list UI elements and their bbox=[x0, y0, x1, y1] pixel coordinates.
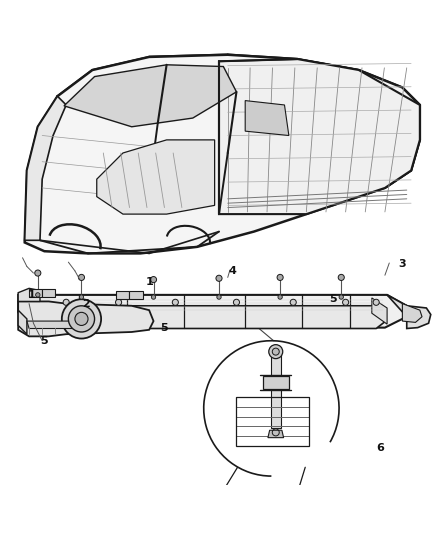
Text: 3: 3 bbox=[399, 260, 406, 269]
Circle shape bbox=[339, 295, 343, 299]
Circle shape bbox=[269, 345, 283, 359]
Circle shape bbox=[343, 299, 349, 305]
Polygon shape bbox=[42, 289, 55, 297]
Polygon shape bbox=[31, 297, 46, 324]
Polygon shape bbox=[219, 59, 420, 214]
Circle shape bbox=[68, 306, 95, 332]
Polygon shape bbox=[117, 292, 130, 299]
Text: 2: 2 bbox=[82, 298, 90, 309]
Circle shape bbox=[62, 299, 101, 338]
Polygon shape bbox=[27, 321, 73, 328]
Polygon shape bbox=[18, 288, 40, 302]
Polygon shape bbox=[130, 292, 143, 299]
Circle shape bbox=[79, 295, 84, 299]
Circle shape bbox=[277, 274, 283, 280]
Text: 6: 6 bbox=[377, 443, 385, 453]
Circle shape bbox=[35, 293, 40, 297]
Text: 5: 5 bbox=[161, 322, 168, 333]
Polygon shape bbox=[403, 304, 422, 322]
Text: 1: 1 bbox=[145, 277, 153, 287]
Text: 5: 5 bbox=[41, 336, 48, 346]
Polygon shape bbox=[29, 289, 42, 297]
Circle shape bbox=[172, 299, 178, 305]
Polygon shape bbox=[97, 140, 215, 214]
Circle shape bbox=[150, 277, 156, 282]
Circle shape bbox=[216, 275, 222, 281]
Polygon shape bbox=[372, 298, 387, 324]
Polygon shape bbox=[25, 96, 66, 240]
Polygon shape bbox=[245, 101, 289, 135]
Circle shape bbox=[272, 348, 279, 355]
Polygon shape bbox=[271, 354, 281, 428]
Polygon shape bbox=[18, 310, 27, 334]
Polygon shape bbox=[18, 295, 407, 328]
Circle shape bbox=[116, 299, 122, 305]
Circle shape bbox=[35, 270, 41, 276]
Polygon shape bbox=[64, 65, 237, 127]
Polygon shape bbox=[25, 55, 420, 253]
Circle shape bbox=[75, 312, 88, 326]
Text: 5: 5 bbox=[328, 294, 336, 304]
Polygon shape bbox=[38, 306, 386, 328]
Circle shape bbox=[338, 274, 344, 280]
Circle shape bbox=[278, 295, 283, 299]
Circle shape bbox=[233, 299, 240, 305]
Text: 4: 4 bbox=[228, 266, 236, 276]
Polygon shape bbox=[263, 376, 289, 389]
Circle shape bbox=[217, 295, 221, 299]
Circle shape bbox=[63, 299, 69, 305]
Circle shape bbox=[290, 299, 296, 305]
Circle shape bbox=[373, 299, 379, 305]
Polygon shape bbox=[18, 302, 153, 336]
Text: 1: 1 bbox=[28, 290, 35, 300]
Circle shape bbox=[78, 274, 85, 280]
Polygon shape bbox=[387, 295, 431, 328]
Circle shape bbox=[151, 295, 155, 299]
Polygon shape bbox=[268, 430, 284, 438]
